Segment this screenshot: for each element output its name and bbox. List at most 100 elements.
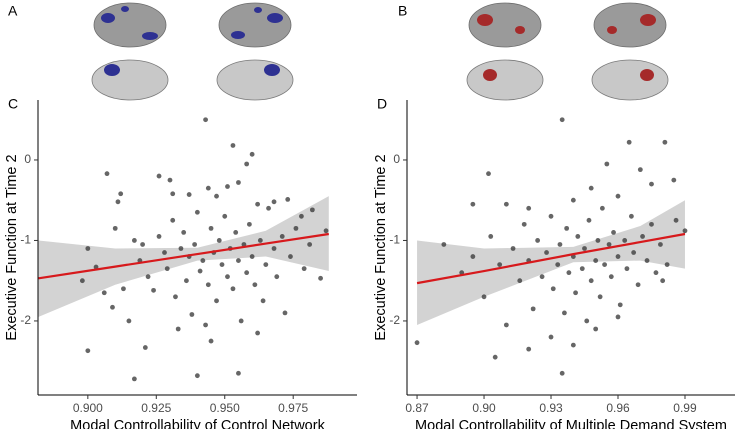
point: [526, 205, 532, 211]
point: [233, 230, 239, 235]
point: [167, 177, 173, 183]
point: [544, 250, 549, 255]
point: [481, 294, 487, 300]
point: [559, 117, 565, 123]
point: [593, 326, 599, 332]
point: [588, 185, 594, 191]
panel-label: B: [398, 3, 407, 19]
point: [164, 266, 170, 272]
y-tick-label: -2: [389, 313, 400, 327]
panel-label: A: [8, 3, 18, 19]
point: [673, 217, 679, 223]
brain-images-a: [91, 2, 294, 101]
point: [548, 334, 554, 340]
point: [517, 278, 523, 284]
point: [205, 282, 211, 288]
point: [503, 322, 509, 328]
point: [79, 278, 85, 284]
point: [170, 191, 176, 197]
confidence-band: [417, 200, 685, 325]
point: [492, 354, 498, 360]
point: [503, 201, 509, 207]
point: [557, 242, 563, 247]
point: [640, 234, 645, 239]
y-tick-label: -2: [20, 313, 31, 327]
point: [219, 262, 225, 268]
point: [299, 213, 304, 219]
point: [131, 238, 137, 243]
x-tick-label: 0.975: [278, 401, 308, 415]
point: [510, 246, 516, 251]
point: [535, 238, 541, 243]
point: [156, 234, 162, 239]
point: [282, 310, 288, 316]
point: [162, 250, 167, 255]
panel-label: C: [8, 96, 18, 112]
point: [222, 213, 228, 219]
point: [570, 197, 576, 203]
point: [142, 345, 148, 350]
point: [194, 209, 200, 215]
x-axis-title: Modal Controllability of Multiple Demand…: [415, 418, 727, 429]
point: [101, 290, 107, 296]
point: [126, 318, 132, 324]
point: [225, 184, 230, 189]
point: [593, 258, 599, 263]
x-tick-label: 0.99: [673, 401, 697, 415]
point: [197, 268, 203, 274]
point: [236, 370, 241, 376]
point: [318, 275, 323, 281]
y-tick-label: 0: [393, 152, 400, 166]
point: [225, 274, 230, 280]
point: [586, 217, 592, 223]
point: [579, 266, 585, 272]
point: [566, 270, 572, 276]
point: [236, 180, 241, 185]
point: [194, 373, 200, 379]
point: [488, 234, 494, 239]
point: [181, 230, 187, 235]
point: [151, 287, 156, 293]
point: [230, 143, 236, 148]
point: [307, 242, 313, 247]
point: [266, 205, 271, 211]
x-tick-label: 0.87: [405, 401, 429, 415]
point: [582, 246, 587, 251]
point: [497, 262, 503, 268]
point: [573, 290, 578, 296]
point: [414, 340, 420, 346]
y-tick-label: -1: [20, 233, 31, 247]
point: [249, 151, 255, 157]
point: [244, 270, 250, 276]
y-tick-label: -1: [389, 233, 400, 247]
x-tick-label: 0.96: [606, 401, 630, 415]
point: [112, 225, 118, 231]
point: [635, 282, 641, 288]
point: [131, 376, 137, 382]
x-tick-label: 0.93: [539, 401, 563, 415]
point: [608, 274, 614, 280]
point: [249, 254, 255, 259]
point: [110, 304, 115, 310]
point: [208, 225, 214, 231]
point: [173, 294, 178, 300]
point: [602, 262, 608, 268]
point: [170, 217, 176, 223]
point: [214, 298, 219, 304]
point: [145, 274, 151, 280]
point: [441, 242, 447, 247]
point: [244, 161, 250, 167]
point: [555, 262, 561, 268]
point: [189, 312, 195, 317]
point: [595, 238, 601, 243]
point: [293, 225, 299, 231]
point: [140, 242, 145, 247]
point: [279, 234, 285, 239]
point: [271, 246, 277, 251]
y-axis-title: Executive Function at Time 2: [373, 154, 389, 340]
point: [178, 246, 184, 251]
point: [216, 238, 222, 243]
point: [288, 254, 293, 259]
point: [606, 242, 612, 247]
point: [236, 258, 241, 263]
